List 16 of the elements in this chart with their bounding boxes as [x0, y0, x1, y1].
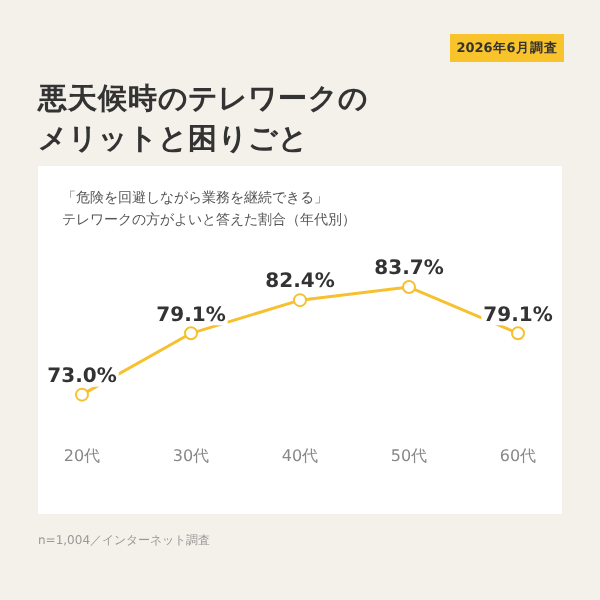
chart-title: 悪天候時のテレワークのメリットと困りごと	[38, 80, 370, 160]
data-label: 83.7%	[374, 258, 444, 281]
point	[511, 326, 525, 341]
x-tick-label: 60代	[499, 446, 537, 465]
data-label: 73.0%	[47, 365, 117, 388]
point	[184, 326, 198, 341]
x-tick-label: 30代	[172, 446, 210, 465]
data-label: 82.4%	[265, 271, 335, 294]
data-label: 79.1%	[483, 304, 553, 327]
data-label: 79.1%	[156, 304, 226, 327]
point	[293, 293, 307, 308]
point	[75, 387, 89, 402]
x-tick-label: 40代	[281, 446, 319, 465]
x-tick-label: 50代	[390, 446, 428, 465]
point	[402, 280, 416, 295]
x-tick-label: 20代	[63, 446, 101, 465]
